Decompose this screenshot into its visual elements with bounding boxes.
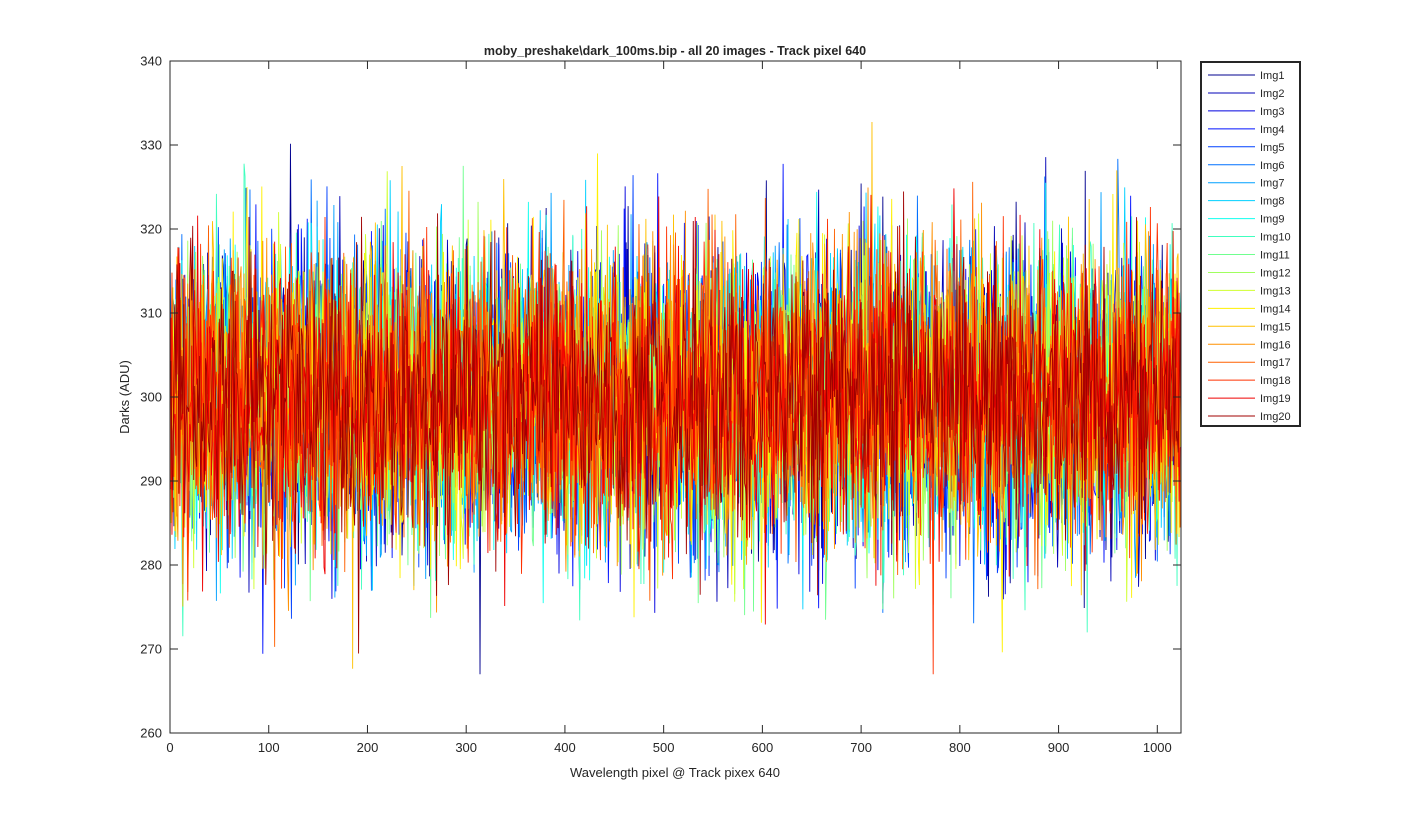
x-axis-label: Wavelength pixel @ Track pixex 640 (570, 765, 780, 780)
legend-box (1200, 61, 1301, 427)
y-tick-label: 300 (140, 390, 162, 405)
legend-label-img7: Img7 (1260, 178, 1284, 190)
legend-label-img14: Img14 (1260, 303, 1291, 315)
series-layer (169, 122, 1182, 675)
legend-label-img16: Img16 (1260, 339, 1291, 351)
legend-label-img6: Img6 (1260, 160, 1284, 172)
x-tick-label: 500 (653, 740, 675, 755)
legend-label-img10: Img10 (1260, 232, 1291, 244)
legend-label-img12: Img12 (1260, 267, 1291, 279)
x-tick-label: 200 (357, 740, 379, 755)
legend-label-img4: Img4 (1260, 124, 1284, 136)
legend-label-img5: Img5 (1260, 142, 1284, 154)
plot-area: 0 100 200 300 400 500 600 700 800 900 1000 2602702… (140, 54, 1182, 755)
x-tick-label: 900 (1048, 740, 1070, 755)
legend-label-img8: Img8 (1260, 196, 1284, 208)
legend-label-img15: Img15 (1260, 321, 1291, 333)
y-tick-label: 290 (140, 474, 162, 489)
legend-label-img13: Img13 (1260, 285, 1291, 297)
y-tick-label: 280 (140, 558, 162, 573)
y-axis-ticks: 260 270 280 290 300 310 320 330 340 (140, 54, 1181, 741)
legend-label-img2: Img2 (1260, 88, 1284, 100)
legend-label-img19: Img19 (1260, 393, 1291, 405)
legend-entries: Img1 Img2 Img3 Img4 Img5 Img6 Img7 Img8 Img9 Img1… (1208, 70, 1291, 423)
x-tick-label: 100 (258, 740, 280, 755)
y-tick-label: 330 (140, 138, 162, 153)
legend-label-img9: Img9 (1260, 214, 1284, 226)
y-tick-label: 270 (140, 642, 162, 657)
x-tick-label: 700 (850, 740, 872, 755)
x-tick-label: 600 (752, 740, 774, 755)
y-tick-label: 260 (140, 726, 162, 741)
legend-label-img3: Img3 (1260, 106, 1284, 118)
y-tick-label: 310 (140, 306, 162, 321)
x-tick-label: 300 (455, 740, 477, 755)
x-tick-label: 1000 (1143, 740, 1172, 755)
legend-label-img17: Img17 (1260, 357, 1291, 369)
legend-label-img1: Img1 (1260, 70, 1284, 82)
series-line-img20 (169, 191, 1182, 654)
x-tick-label: 0 (166, 740, 173, 755)
y-axis-label: Darks (ADU) (117, 360, 132, 434)
series-line-img19 (169, 188, 1182, 625)
legend-label-img18: Img18 (1260, 375, 1291, 387)
x-tick-label: 400 (554, 740, 576, 755)
x-tick-label: 800 (949, 740, 971, 755)
y-tick-label: 320 (140, 222, 162, 237)
y-tick-label: 340 (140, 54, 162, 69)
x-axis-ticks: 0 100 200 300 400 500 600 700 800 900 1000 (166, 61, 1172, 755)
chart-title: moby_preshake\dark_100ms.bip - all 20 im… (484, 44, 866, 58)
legend[interactable]: Img1 Img2 Img3 Img4 Img5 Img6 Img7 Img8 Img9 Img1… (1200, 61, 1301, 427)
legend-label-img20: Img20 (1260, 411, 1291, 423)
legend-label-img11: Img11 (1260, 250, 1290, 262)
